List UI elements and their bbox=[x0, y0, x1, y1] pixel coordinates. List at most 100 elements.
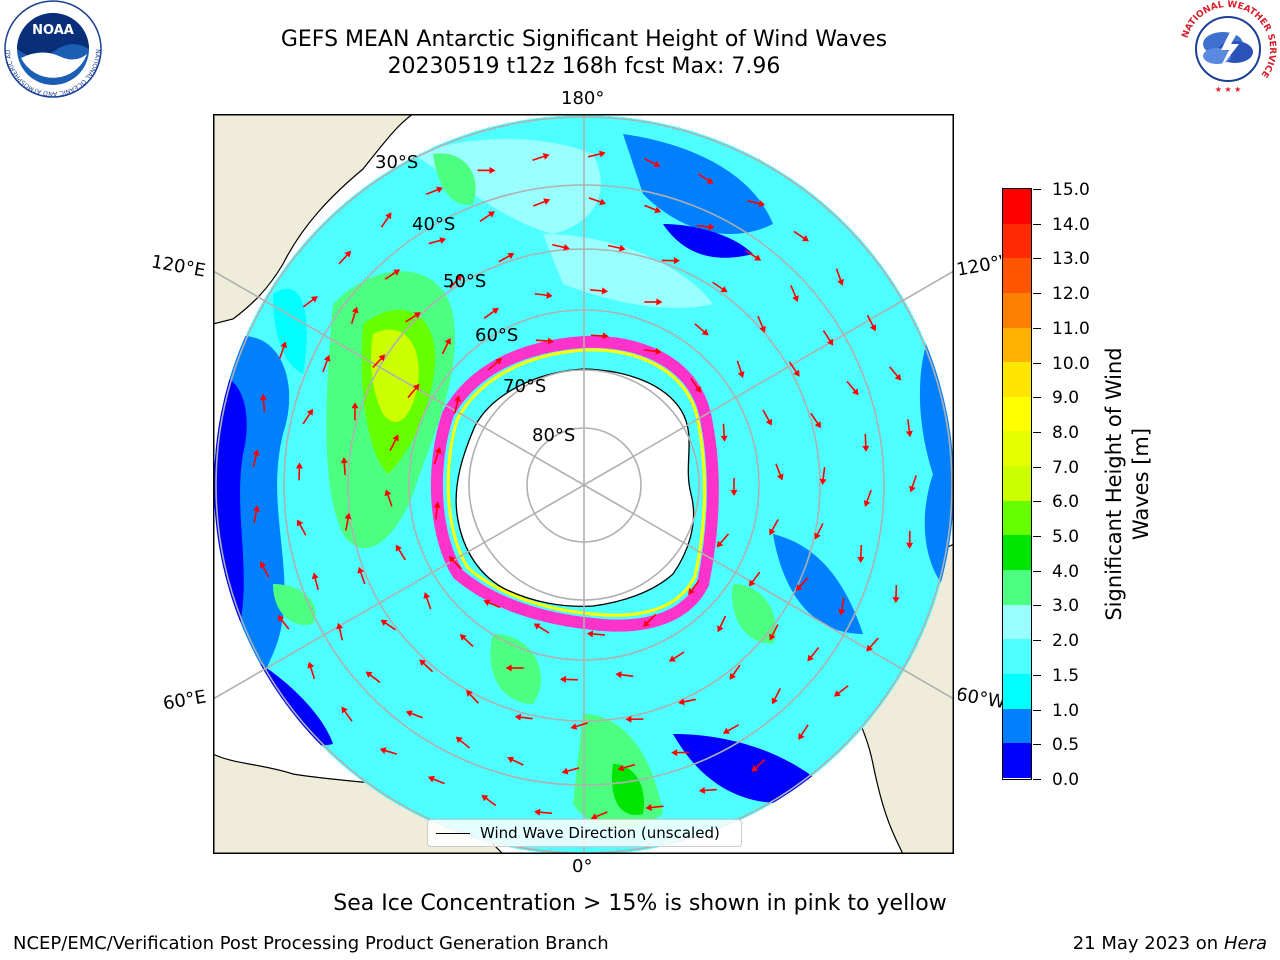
colorbar-segment bbox=[1003, 570, 1031, 605]
wind-wave-arrow bbox=[678, 698, 696, 706]
wind-wave-arrow bbox=[588, 150, 606, 158]
wind-wave-arrow bbox=[814, 523, 824, 540]
colorbar-segment bbox=[1003, 673, 1031, 709]
footer-date: 21 May 2023 on Hera bbox=[1073, 933, 1267, 954]
wind-wave-arrow bbox=[720, 423, 728, 442]
wind-wave-arrow bbox=[722, 724, 740, 734]
wind-wave-arrow bbox=[552, 243, 570, 251]
legend-label: Wind Wave Direction (unscaled) bbox=[480, 824, 720, 842]
wind-wave-arrow bbox=[357, 566, 366, 585]
colorbar-tick bbox=[1033, 431, 1041, 433]
wind-wave-arrow bbox=[757, 315, 766, 333]
colorbar-tick bbox=[1033, 674, 1041, 676]
wind-wave-arrow bbox=[790, 285, 799, 303]
wind-wave-arrow bbox=[747, 200, 766, 208]
colorbar-segment bbox=[1003, 431, 1031, 467]
map-legend: Wind Wave Direction (unscaled) bbox=[427, 819, 742, 847]
colorbar-tick-label: 0.0 bbox=[1052, 770, 1080, 790]
wind-wave-arrow bbox=[736, 360, 745, 378]
lon-label-60e: 60°E bbox=[161, 686, 208, 715]
colorbar-tick bbox=[1033, 605, 1041, 607]
wind-wave-arrow bbox=[454, 395, 461, 414]
wind-wave-arrow bbox=[336, 622, 344, 641]
colorbar-tick bbox=[1033, 709, 1041, 711]
colorbar bbox=[1002, 188, 1032, 780]
wind-wave-arrow bbox=[905, 419, 913, 438]
colorbar-tick-label: 12.0 bbox=[1052, 284, 1090, 305]
wind-wave-arrow bbox=[384, 269, 401, 280]
wind-wave-arrow bbox=[561, 767, 580, 775]
wind-wave-arrow bbox=[617, 763, 636, 772]
wind-wave-arrow bbox=[425, 186, 444, 195]
wind-wave-arrow bbox=[712, 281, 728, 293]
wind-wave-arrow bbox=[407, 383, 420, 399]
wind-wave-arrow bbox=[514, 713, 533, 721]
wind-wave-arrow bbox=[697, 173, 714, 184]
colorbar-segment bbox=[1003, 639, 1031, 674]
wind-wave-arrow bbox=[428, 237, 447, 245]
wind-wave-arrow bbox=[643, 347, 662, 355]
wind-wave-arrow bbox=[350, 306, 359, 325]
colorbar-tick bbox=[1033, 293, 1041, 295]
colorbar-segment bbox=[1003, 708, 1031, 744]
colorbar-tick-label: 4.0 bbox=[1052, 561, 1080, 582]
wind-wave-arrow bbox=[322, 354, 331, 373]
colorbar-tick bbox=[1033, 536, 1041, 538]
colorbar-tick-label: 0.5 bbox=[1052, 735, 1080, 756]
latitude-labels: 30°S 40°S 50°S 60°S 70°S 80°S bbox=[375, 152, 575, 446]
wind-wave-arrow bbox=[338, 250, 352, 265]
wind-wave-arrow bbox=[838, 597, 846, 616]
colorbar-tick-label: 5.0 bbox=[1052, 527, 1080, 548]
wind-wave-arrow bbox=[365, 671, 381, 683]
wind-wave-arrow bbox=[866, 314, 877, 332]
wind-wave-arrow bbox=[644, 204, 662, 214]
colorbar-tick-label: 3.0 bbox=[1052, 596, 1080, 617]
wind-wave-arrow bbox=[846, 380, 859, 396]
wind-wave-arrow bbox=[379, 747, 398, 755]
wind-wave-arrow bbox=[822, 330, 834, 346]
wind-wave-arrow bbox=[694, 323, 709, 336]
wind-wave-arrow bbox=[793, 230, 809, 242]
wind-wave-arrow bbox=[405, 710, 423, 719]
lat-label-40s: 40°S bbox=[412, 214, 455, 235]
colorbar-segment bbox=[1003, 604, 1031, 640]
wind-wave-arrow bbox=[372, 354, 386, 369]
wind-wave-arrow bbox=[590, 332, 609, 340]
wind-wave-arrow bbox=[590, 287, 609, 295]
colorbar-tick-label: 13.0 bbox=[1052, 249, 1090, 270]
wind-wave-arrow bbox=[862, 433, 870, 452]
wind-wave-arrow bbox=[477, 166, 496, 174]
colorbar-segment bbox=[1003, 362, 1031, 397]
wind-wave-arrow bbox=[427, 775, 445, 785]
colorbar-segment bbox=[1003, 189, 1031, 224]
lat-label-80s: 80°S bbox=[532, 425, 575, 446]
wind-wave-arrow bbox=[448, 556, 462, 570]
footer-branch: NCEP/EMC/Verification Post Processing Pr… bbox=[13, 933, 609, 954]
polar-map: 30°S 40°S 50°S 60°S 70°S 80°S bbox=[213, 114, 954, 854]
wind-wave-arrow bbox=[696, 223, 715, 231]
sea-ice-note: Sea Ice Concentration > 15% is shown in … bbox=[333, 891, 947, 916]
colorbar-tick-label: 8.0 bbox=[1052, 422, 1080, 443]
lon-label-120e: 120°E bbox=[149, 251, 208, 282]
chart-title: GEFS MEAN Antarctic Significant Height o… bbox=[280, 27, 888, 52]
wind-wave-arrow bbox=[866, 637, 879, 652]
lat-label-30s: 30°S bbox=[375, 152, 418, 173]
lon-label-60w: 60°W bbox=[958, 684, 1002, 714]
colorbar-tick bbox=[1033, 744, 1041, 746]
wind-wave-arrow bbox=[625, 715, 644, 723]
wind-wave-arrow bbox=[395, 544, 406, 561]
wind-wave-arrow bbox=[730, 478, 738, 496]
wind-wave-arrow bbox=[481, 794, 497, 807]
chart-subtitle: 20230519 t12z 168h fcst Max: 7.96 bbox=[387, 54, 781, 79]
wind-wave-arrow bbox=[688, 579, 700, 595]
wind-wave-arrow bbox=[441, 337, 451, 355]
wind-wave-arrow bbox=[423, 592, 432, 610]
wind-wave-arrow bbox=[505, 664, 524, 672]
sea-ice bbox=[430, 335, 719, 632]
wind-wave-arrow bbox=[483, 599, 501, 609]
colorbar-segment bbox=[1003, 535, 1031, 571]
colorbar-tick bbox=[1033, 397, 1041, 399]
lon-label-0: 0° bbox=[572, 856, 593, 877]
colorbar-segment bbox=[1003, 466, 1031, 501]
colorbar-tick-label: 2.0 bbox=[1052, 631, 1080, 652]
